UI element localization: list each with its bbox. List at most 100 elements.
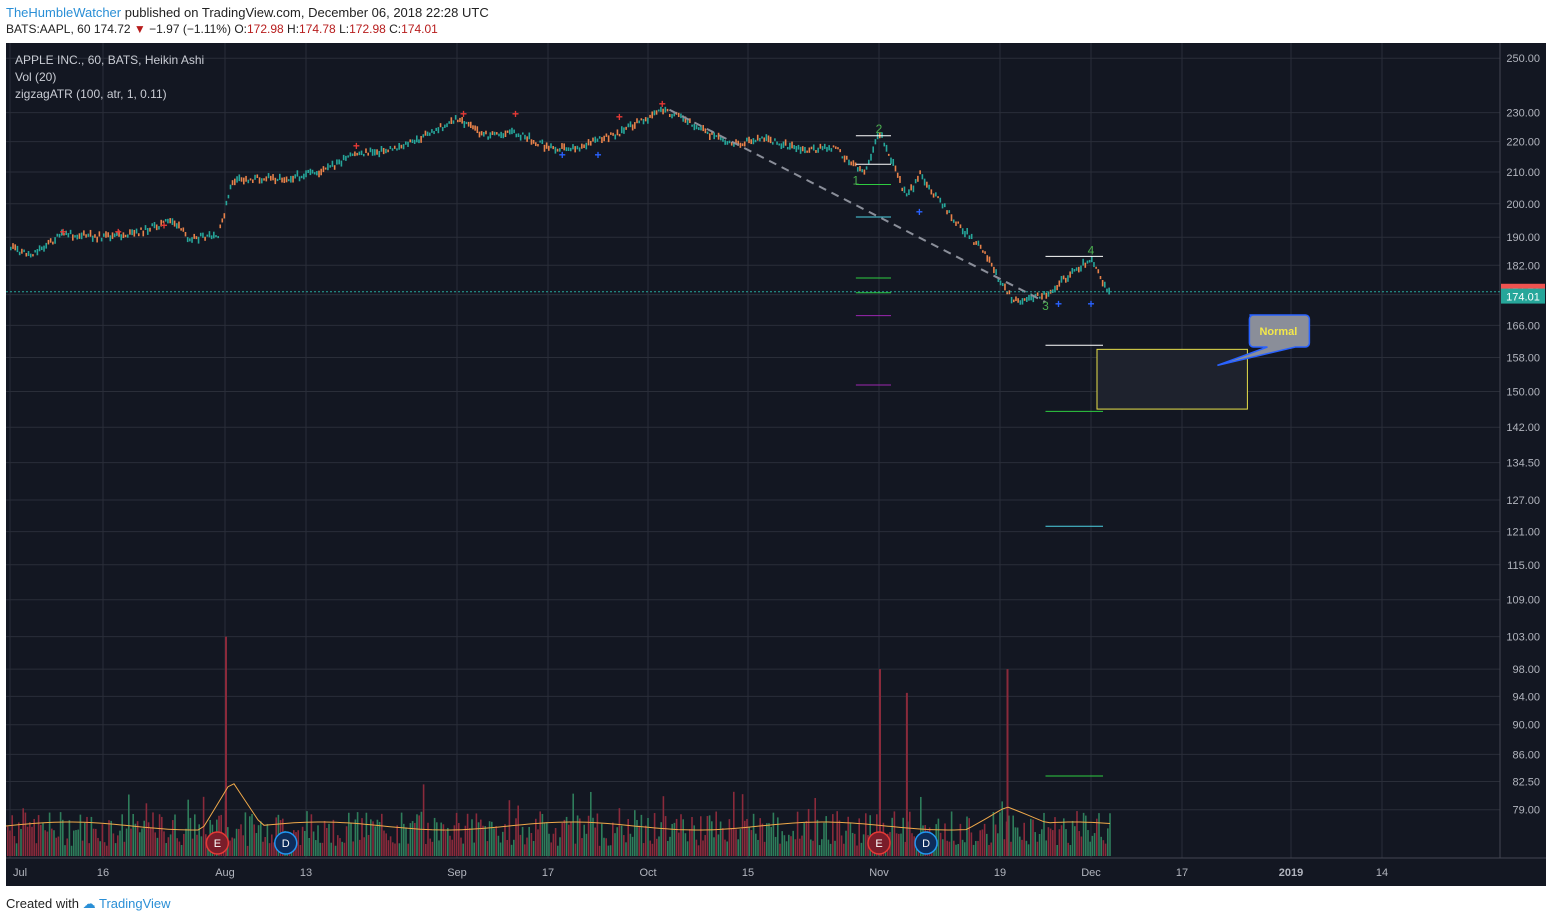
candle — [126, 234, 129, 238]
candle — [724, 140, 726, 145]
volume-bar — [473, 842, 475, 856]
volume-bar — [1067, 842, 1069, 856]
chart-svg[interactable]: 250.00230.00220.00210.00200.00190.00182.… — [5, 43, 1546, 886]
candle — [184, 231, 187, 237]
volume-bar — [838, 820, 841, 856]
candle — [754, 139, 757, 143]
candle — [819, 143, 822, 149]
volume-bar — [37, 815, 40, 856]
candle — [883, 142, 886, 147]
candle — [763, 137, 766, 142]
candle — [1108, 287, 1110, 295]
volume-bar — [75, 830, 77, 856]
volume-bar — [506, 839, 508, 856]
volume-bar — [414, 822, 416, 856]
candle — [1097, 269, 1100, 274]
event-marker — [867, 831, 891, 855]
candle — [660, 106, 662, 112]
volume-bar — [550, 842, 552, 856]
candle — [612, 132, 614, 136]
candle — [806, 150, 808, 153]
candle — [616, 129, 619, 136]
candle — [926, 181, 928, 188]
candle — [881, 132, 883, 138]
volume-bar — [315, 840, 317, 856]
candle — [935, 192, 937, 197]
low-value: 172.98 — [349, 22, 386, 36]
volume-bar — [1036, 841, 1039, 856]
candle — [504, 130, 507, 138]
volume-bar — [253, 824, 255, 856]
volume-bar — [235, 828, 238, 856]
volume-bar — [642, 843, 645, 856]
volume-bar — [612, 822, 614, 856]
candle — [704, 128, 707, 134]
candle — [948, 210, 951, 213]
legend-volume: Vol (20) — [15, 70, 57, 84]
candle — [912, 185, 915, 193]
candle — [158, 226, 160, 230]
volume-bar — [737, 839, 739, 856]
volume-bar — [519, 834, 522, 856]
volume-bar — [546, 822, 548, 856]
volume-bar — [616, 827, 618, 856]
volume-bar — [1087, 830, 1089, 856]
candle — [743, 141, 746, 147]
peak-marker: + — [616, 110, 623, 124]
volume-bar — [233, 838, 236, 856]
candle — [342, 154, 345, 161]
candle — [100, 237, 103, 242]
volume-bar — [383, 830, 385, 856]
candle — [647, 117, 649, 124]
trend-line — [668, 108, 1046, 304]
candle — [543, 144, 546, 152]
high-label: H: — [287, 22, 300, 36]
volume-bar — [904, 841, 907, 856]
candle — [54, 237, 56, 244]
author-link[interactable]: TheHumbleWatcher — [6, 5, 122, 20]
candle — [910, 184, 912, 191]
candle — [405, 141, 407, 145]
volume-bar — [1052, 830, 1054, 856]
volume-bar — [121, 814, 123, 856]
volume-bar — [746, 818, 748, 856]
volume-bar — [865, 813, 867, 856]
volume-bar — [680, 814, 682, 856]
volume-bar — [359, 839, 361, 856]
volume-bar — [1071, 820, 1074, 856]
candle — [901, 187, 904, 192]
volume-bar — [1093, 833, 1096, 856]
candle — [554, 146, 557, 154]
volume-bar — [623, 835, 625, 856]
y-tick-label: 150.00 — [1506, 386, 1540, 398]
volume-bar — [964, 842, 966, 856]
candle — [638, 120, 640, 124]
candle — [567, 147, 570, 152]
candle — [1006, 291, 1008, 295]
chart-panel[interactable]: 250.00 230.00 220.00 210.00 200.00 190.00 182.… — [5, 43, 1546, 886]
candle — [769, 136, 772, 144]
candle — [1075, 267, 1078, 271]
tradingview-logo[interactable]: ☁ TradingView — [82, 896, 171, 911]
volume-bar — [40, 824, 42, 856]
volume-bar — [323, 820, 326, 856]
peak-marker: + — [160, 218, 167, 232]
x-tick-label: 15 — [742, 867, 754, 879]
callout-bubble — [1217, 314, 1311, 367]
volume-bar — [81, 840, 84, 856]
volume-bar — [920, 796, 922, 856]
volume-bar — [1074, 826, 1076, 856]
event-marker — [274, 831, 298, 855]
volume-bar — [198, 824, 200, 856]
candle — [409, 139, 412, 143]
candle — [733, 143, 735, 147]
volume-bar — [66, 838, 68, 856]
y-tick-label: 90.00 — [1512, 720, 1540, 732]
candle — [354, 151, 356, 157]
candle — [1069, 271, 1071, 278]
volume-bar — [77, 829, 79, 856]
candle — [1019, 300, 1022, 305]
candle — [587, 139, 590, 146]
candle — [76, 234, 79, 240]
volume-bar — [614, 833, 616, 856]
